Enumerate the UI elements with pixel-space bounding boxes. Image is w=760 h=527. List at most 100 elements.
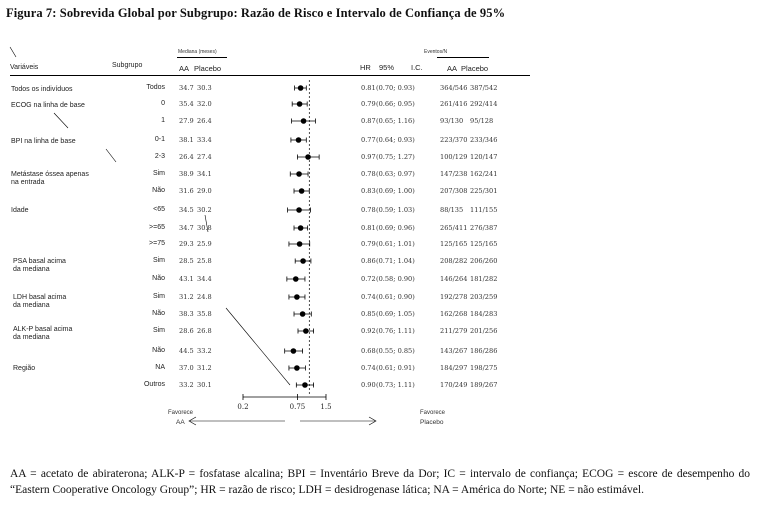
median-placebo-value: 27.4 xyxy=(197,153,212,161)
events-aa-value: 100/129 xyxy=(440,153,468,161)
hr-point xyxy=(290,348,297,354)
median-placebo-value: 25.8 xyxy=(197,257,212,265)
median-aa-value: 44.5 xyxy=(179,347,194,355)
hr-value: 0.97 xyxy=(361,153,376,161)
header-events: Eventos/N xyxy=(424,49,448,55)
median-aa-value: 34.7 xyxy=(179,84,194,92)
median-aa-value: 26.4 xyxy=(179,153,194,161)
events-placebo-value: 276/387 xyxy=(470,224,498,232)
hr-value: 0.78 xyxy=(361,170,376,178)
hr-value: 0.92 xyxy=(361,327,376,335)
favors-left-1: Favorece xyxy=(168,410,194,416)
events-aa-value: 211/279 xyxy=(440,327,468,335)
ci-value: (0.69; 1.00) xyxy=(376,187,415,195)
subgroup-label: Não xyxy=(152,310,165,317)
ci-value: (0.59; 1.03) xyxy=(376,206,415,214)
header-ic: I.C. xyxy=(411,63,423,72)
hr-value: 0.77 xyxy=(361,136,376,144)
median-placebo-value: 26.8 xyxy=(197,327,212,335)
header-events-placebo: Placebo xyxy=(461,64,489,73)
median-underline xyxy=(177,57,227,58)
subgroup-label: Não xyxy=(152,275,165,282)
subgroup-label: 0 xyxy=(161,100,165,107)
median-placebo-value: 29.0 xyxy=(197,187,212,195)
events-aa-value: 93/130 xyxy=(440,117,464,125)
median-aa-value: 38.3 xyxy=(179,310,194,318)
group-label-psa-1: PSA basal acima xyxy=(13,258,66,265)
scan-artifact-line xyxy=(9,46,17,58)
subgroup-label: Sim xyxy=(152,170,165,177)
scan-artifact-line xyxy=(105,148,117,163)
ci-value: (0.71; 1.04) xyxy=(376,257,415,265)
subgroup-label: >=65 xyxy=(149,224,165,231)
events-placebo-value: 162/241 xyxy=(470,170,498,178)
events-aa-value: 125/165 xyxy=(440,240,468,248)
hr-point xyxy=(299,311,306,317)
events-placebo-value: 184/283 xyxy=(470,310,498,318)
median-placebo-value: 30.1 xyxy=(197,381,212,389)
ci-value: (0.66; 0.95) xyxy=(376,100,415,108)
median-aa-value: 37.0 xyxy=(179,364,194,372)
group-label-regiao: Região xyxy=(13,365,36,372)
events-underline xyxy=(437,57,489,58)
events-aa-value: 162/268 xyxy=(440,310,468,318)
events-placebo-value: 233/346 xyxy=(470,136,498,144)
hr-point xyxy=(300,258,306,264)
events-placebo-value: 111/155 xyxy=(470,206,498,214)
hr-value: 0.90 xyxy=(361,381,376,389)
median-placebo-value: 30.3 xyxy=(197,84,212,92)
x-tick-label: 0.75 xyxy=(290,403,306,411)
events-placebo-value: 206/260 xyxy=(470,257,498,265)
events-aa-value: 207/308 xyxy=(440,187,468,195)
hr-point xyxy=(295,137,302,143)
scan-artifact-line xyxy=(225,307,291,386)
group-label-alkp-1: ALK-P basal acima xyxy=(13,326,73,333)
median-placebo-value: 33.4 xyxy=(197,136,212,144)
hr-point xyxy=(297,85,304,91)
ci-value: (0.61; 1.01) xyxy=(376,240,415,248)
hr-value: 0.86 xyxy=(361,257,376,265)
subgroup-label: Não xyxy=(152,347,165,354)
forest-plot-table: Mediana (meses) Eventos/N Variáveis Subg… xyxy=(9,46,530,426)
events-aa-value: 170/249 xyxy=(440,381,468,389)
median-placebo-value: 24.8 xyxy=(197,293,212,301)
header-variables: Variáveis xyxy=(10,64,39,71)
x-tick-label: 0.2 xyxy=(237,403,248,411)
hr-point xyxy=(296,171,302,177)
subgroup-label: 0-1 xyxy=(154,136,165,143)
median-aa-value: 31.6 xyxy=(179,187,194,195)
hr-point xyxy=(298,188,305,194)
ci-value: (0.55; 0.85) xyxy=(376,347,415,355)
favors-right-arrowhead xyxy=(368,416,377,426)
median-aa-value: 27.9 xyxy=(179,117,194,125)
events-placebo-value: 189/267 xyxy=(470,381,498,389)
events-aa-value: 143/267 xyxy=(440,347,468,355)
hr-point xyxy=(296,207,302,213)
hr-value: 0.74 xyxy=(361,364,376,372)
subgroup-label: NA xyxy=(155,364,165,371)
events-aa-value: 146/264 xyxy=(440,275,468,283)
median-placebo-value: 25.9 xyxy=(197,240,212,248)
median-placebo-value: 30.8 xyxy=(197,224,212,232)
group-label-alkp-2: da mediana xyxy=(13,334,50,341)
header-hr: HR xyxy=(360,63,371,72)
hr-point xyxy=(294,294,300,300)
subgroup-label: Sim xyxy=(152,327,165,334)
median-aa-value: 28.5 xyxy=(179,257,194,265)
figure-title: Figura 7: Sobrevida Global por Subgrupo:… xyxy=(6,6,506,20)
favors-right-2: Placebo xyxy=(420,419,444,426)
events-placebo-value: 225/301 xyxy=(470,187,498,195)
subgroup-label: Todos xyxy=(146,84,165,91)
hr-point xyxy=(302,382,308,388)
group-label-bpi: BPI na linha de base xyxy=(11,138,76,145)
median-placebo-value: 31.2 xyxy=(197,364,212,372)
events-placebo-value: 181/282 xyxy=(470,275,498,283)
forest-plot-svg: 0.2 0.75 1.5 xyxy=(9,46,377,426)
ci-value: (0.73; 1.11) xyxy=(376,381,415,389)
favors-left-arrowhead xyxy=(188,416,197,426)
hr-value: 0.87 xyxy=(361,117,376,125)
hr-value: 0.79 xyxy=(361,240,376,248)
median-aa-value: 28.6 xyxy=(179,327,194,335)
group-label-todos: Todos os indivíduos xyxy=(11,86,73,93)
events-aa-value: 192/278 xyxy=(440,293,468,301)
